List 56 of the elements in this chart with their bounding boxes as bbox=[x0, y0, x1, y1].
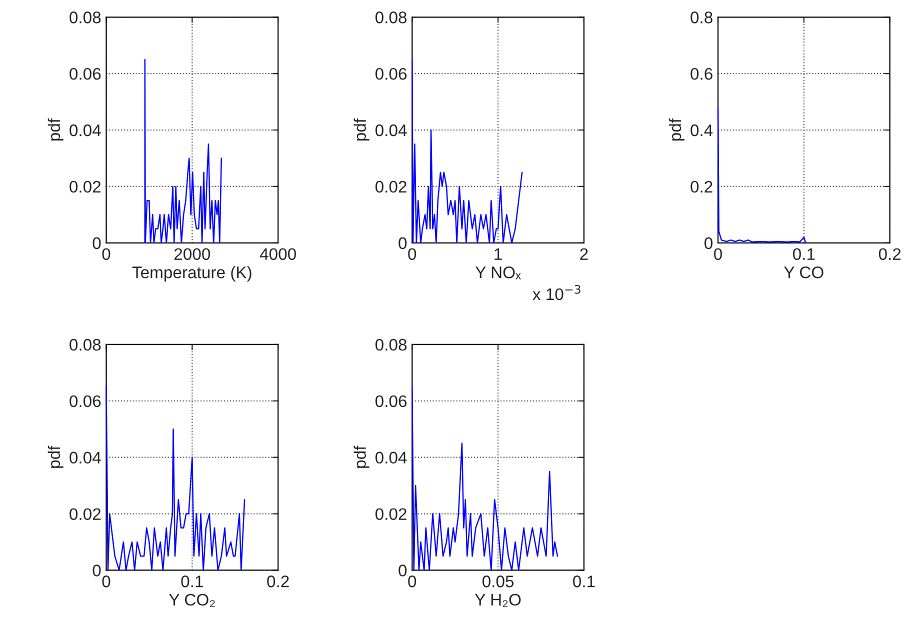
x-tick-label: 0 bbox=[714, 248, 722, 260]
y-tick-label: 0.02 bbox=[375, 180, 406, 193]
y-tick-label: 0.04 bbox=[375, 124, 407, 136]
y-tick-label: 0.02 bbox=[375, 508, 406, 520]
y-tick-label: 0.04 bbox=[70, 452, 101, 464]
x-tick-label: 2 bbox=[580, 248, 588, 260]
y-tick-label: 0 bbox=[92, 564, 101, 576]
y-tick-label: 0 bbox=[398, 237, 407, 250]
x-tick-label: 0.1 bbox=[573, 576, 595, 588]
y-tick-label: 0.06 bbox=[375, 68, 407, 80]
x-axis-title: Y NOₓ bbox=[475, 266, 521, 280]
y-tick-label: 0 bbox=[704, 237, 712, 250]
y-tick-label: 0.8 bbox=[690, 12, 712, 24]
text: x 10$^{−3}$ bbox=[532, 284, 580, 300]
y-axis-title: pdf bbox=[48, 446, 64, 468]
y-tick-label: 0 bbox=[92, 237, 101, 250]
y-tick-label: 0.6 bbox=[690, 68, 712, 80]
line-series bbox=[144, 58, 222, 244]
x-tick-label: 0 bbox=[102, 248, 110, 260]
line-series bbox=[411, 58, 523, 244]
x-tick-label: 4000 bbox=[260, 248, 296, 260]
x-axis-title: Temperature (K) bbox=[132, 266, 252, 282]
y-tick-label: 0.02 bbox=[70, 508, 101, 520]
y-tick-label: 0.08 bbox=[375, 338, 407, 351]
x-tick-label: 0.1 bbox=[181, 576, 203, 588]
y-tick-label: 0.04 bbox=[70, 124, 101, 136]
line-series bbox=[411, 386, 558, 571]
y-tick-label: 0.08 bbox=[70, 12, 101, 24]
x-tick-label: 0.1 bbox=[792, 248, 815, 260]
y-axis-title: pdf bbox=[48, 118, 64, 141]
y-axis-title: pdf bbox=[668, 118, 684, 141]
y-tick-label: 0.06 bbox=[70, 395, 101, 408]
line-series bbox=[717, 106, 806, 244]
x-axis-title: Y CO bbox=[784, 266, 824, 278]
x-tick-label: 0.2 bbox=[267, 576, 289, 588]
x-tick-label: 2000 bbox=[174, 248, 210, 260]
x-tick-label: 0.2 bbox=[878, 248, 901, 260]
x-tick-label: 0 bbox=[408, 576, 416, 588]
x-tick-label: 0 bbox=[408, 248, 416, 260]
y-tick-label: 0.08 bbox=[375, 12, 407, 24]
x-tick-label: 0.05 bbox=[482, 576, 514, 588]
x-axis-title: Y CO₂ bbox=[169, 594, 215, 607]
y-tick-label: 0.06 bbox=[375, 395, 407, 408]
y-axis-title: pdf bbox=[354, 118, 370, 141]
line-series bbox=[106, 386, 246, 571]
x-axis-title: Y H₂O bbox=[474, 594, 521, 607]
y-tick-label: 0 bbox=[398, 564, 407, 576]
y-tick-label: 0.4 bbox=[690, 124, 713, 136]
y-tick-label: 0.02 bbox=[70, 180, 101, 193]
y-tick-label: 0.08 bbox=[70, 338, 101, 351]
y-tick-label: 0.2 bbox=[690, 180, 712, 193]
y-axis-title: pdf bbox=[354, 446, 370, 468]
y-tick-label: 0.06 bbox=[70, 68, 101, 80]
x-tick-label: 0 bbox=[102, 576, 110, 588]
y-tick-label: 0.04 bbox=[375, 452, 407, 464]
x-tick-label: 1 bbox=[494, 248, 502, 260]
